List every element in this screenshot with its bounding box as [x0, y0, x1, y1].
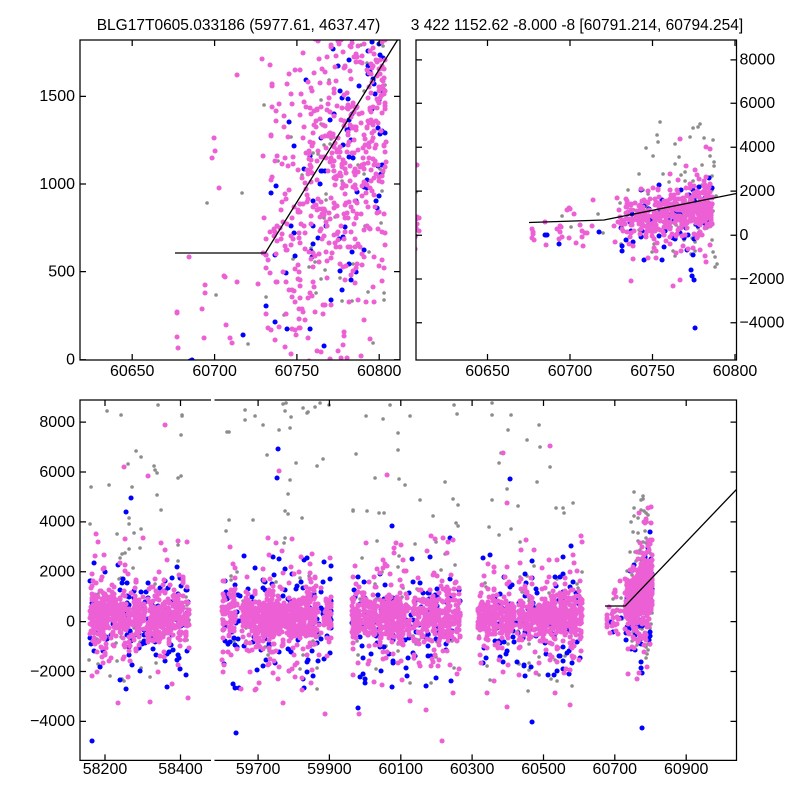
svg-text:60700: 60700	[593, 761, 638, 778]
svg-text:60750: 60750	[275, 363, 320, 380]
svg-text:0: 0	[740, 227, 749, 244]
svg-text:60700: 60700	[192, 363, 237, 380]
svg-text:4000: 4000	[740, 139, 776, 156]
svg-text:60700: 60700	[548, 363, 593, 380]
svg-text:59900: 59900	[307, 761, 352, 778]
svg-text:6000: 6000	[39, 464, 75, 481]
svg-text:58200: 58200	[83, 761, 128, 778]
svg-text:−2000: −2000	[740, 271, 785, 288]
svg-text:60100: 60100	[379, 761, 424, 778]
svg-text:500: 500	[48, 263, 75, 280]
svg-text:0: 0	[66, 352, 75, 369]
svg-text:4000: 4000	[39, 514, 75, 531]
svg-text:1000: 1000	[39, 176, 75, 193]
svg-text:60800: 60800	[357, 363, 402, 380]
svg-text:59700: 59700	[236, 761, 281, 778]
svg-text:60650: 60650	[110, 363, 155, 380]
svg-text:60500: 60500	[521, 761, 566, 778]
svg-text:58400: 58400	[158, 761, 203, 778]
svg-text:60300: 60300	[450, 761, 495, 778]
svg-text:2000: 2000	[39, 564, 75, 581]
svg-text:0: 0	[66, 613, 75, 630]
svg-text:3 422 1152.62 -8.000 -8 [60791: 3 422 1152.62 -8.000 -8 [60791.214, 6079…	[411, 17, 743, 34]
svg-text:60800: 60800	[713, 363, 758, 380]
svg-text:6000: 6000	[740, 95, 776, 112]
svg-text:−4000: −4000	[30, 713, 75, 730]
svg-text:60650: 60650	[465, 363, 510, 380]
svg-text:−2000: −2000	[30, 663, 75, 680]
svg-text:60750: 60750	[630, 363, 675, 380]
svg-text:1500: 1500	[39, 88, 75, 105]
svg-text:BLG17T0605.033186 (5977.61, 46: BLG17T0605.033186 (5977.61, 4637.47)	[97, 17, 381, 34]
svg-text:2000: 2000	[740, 183, 776, 200]
svg-text:−4000: −4000	[740, 315, 785, 332]
svg-text:8000: 8000	[39, 414, 75, 431]
svg-text:8000: 8000	[740, 52, 776, 69]
svg-text:60900: 60900	[664, 761, 709, 778]
